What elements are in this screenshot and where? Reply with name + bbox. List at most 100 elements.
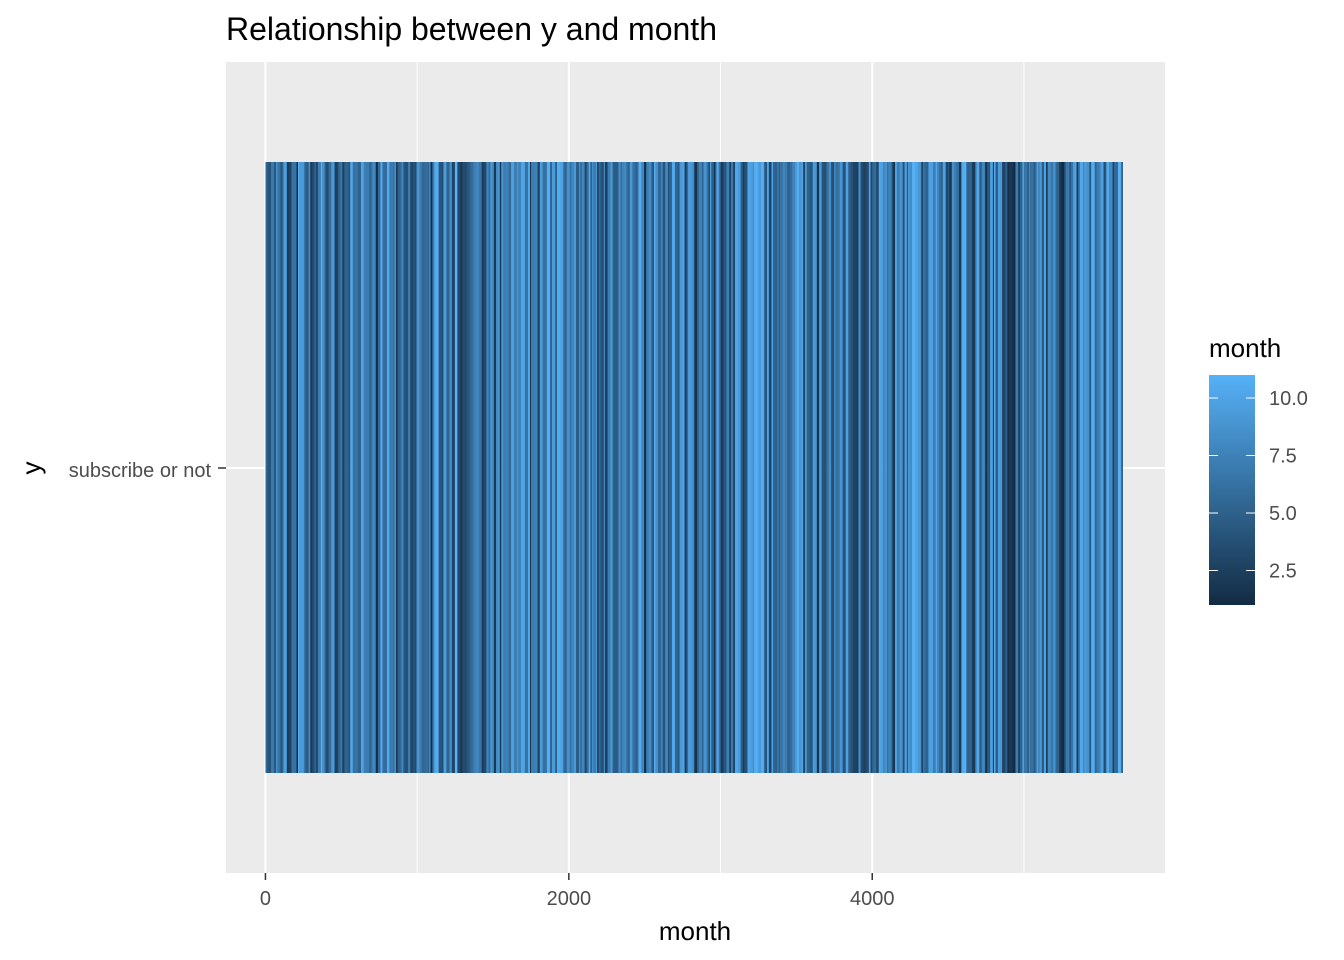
bar-stripe: [697, 162, 700, 773]
bar-stripe: [385, 162, 388, 773]
bar-stripe: [427, 162, 430, 773]
bar-stripe: [968, 162, 973, 773]
bar-stripe: [491, 162, 495, 773]
bar-stripe: [870, 162, 873, 773]
bar-stripe: [366, 162, 370, 773]
chart-title: Relationship between y and month: [226, 11, 717, 47]
bar-stripe: [1059, 162, 1062, 773]
bar-stripe: [750, 162, 754, 773]
bar-stripe: [649, 162, 652, 773]
bar-stripe: [720, 162, 724, 773]
bar-stripe: [681, 162, 685, 773]
bar-stripe: [1094, 162, 1097, 773]
bar-stripe: [853, 162, 856, 773]
bar-stripe: [277, 162, 281, 773]
bar-stripe: [574, 162, 577, 773]
bar-stripe: [584, 162, 587, 773]
bar-stripe: [709, 162, 712, 773]
bar-stripe: [556, 162, 559, 773]
bar-stripe: [774, 162, 778, 773]
bar-stripe: [449, 162, 453, 773]
bar-stripe: [316, 162, 319, 773]
bar-stripe: [949, 162, 953, 773]
bar-stripe: [462, 162, 465, 773]
bar-stripe: [558, 162, 561, 773]
bar-stripe: [772, 162, 775, 773]
bar-stripe: [354, 162, 359, 773]
bar-stripe: [586, 162, 589, 773]
bar-stripe: [694, 162, 698, 773]
bar-stripe: [403, 162, 406, 773]
bar-stripe: [922, 162, 926, 773]
bar-stripe: [503, 162, 507, 773]
bar-stripe: [451, 162, 456, 773]
bar-stripe: [644, 162, 647, 773]
bar-stripe: [863, 162, 866, 773]
bar-stripe: [390, 162, 394, 773]
bar-stripe: [416, 162, 420, 773]
bar-stripe: [622, 162, 625, 773]
bar-stripe: [984, 162, 987, 773]
bar-stripe: [363, 162, 367, 773]
y-tick-label: subscribe or not: [69, 460, 212, 482]
bar-stripe: [580, 162, 583, 773]
bar-stripe: [1037, 162, 1041, 773]
bar-stripe: [928, 162, 932, 773]
legend-tick-label: 5.0: [1269, 503, 1297, 525]
bar-stripe: [1022, 162, 1025, 773]
bar-stripe: [1103, 162, 1106, 773]
bar-stripe: [1112, 162, 1115, 773]
bar-stripe: [848, 162, 850, 773]
bar-stripe: [441, 162, 444, 773]
bar-stripe: [789, 162, 793, 773]
bar-stripe: [533, 162, 536, 773]
bar-stripe: [716, 162, 720, 773]
bar-stripe: [921, 162, 924, 773]
bar-stripe: [496, 162, 499, 773]
bar-stripe: [460, 162, 463, 773]
bar-stripe: [430, 162, 433, 773]
legend: month 2.5 5.0 7.5 10.0: [1209, 333, 1308, 605]
bar-stripe: [393, 162, 395, 773]
bar-stripe: [771, 162, 774, 773]
bar-stripe: [270, 162, 275, 773]
bar-stripe: [604, 162, 608, 773]
bar-stripe: [518, 162, 521, 773]
bar-stripe: [542, 162, 547, 773]
bar-stripe: [360, 162, 365, 773]
bar-stripe: [747, 162, 751, 773]
bar-stripe: [948, 162, 950, 773]
bar-stripe: [1053, 162, 1055, 773]
bar-stripe: [333, 162, 335, 773]
bar-stripe: [1084, 162, 1087, 773]
bar-stripe: [966, 162, 970, 773]
bar-stripe: [469, 162, 472, 773]
bar-stripe: [1096, 162, 1101, 773]
bar-stripe: [777, 162, 780, 773]
bar-stripe: [1047, 162, 1052, 773]
bar-stripe: [812, 162, 816, 773]
x-tick-label: 4000: [850, 888, 895, 910]
bar-stripe: [337, 162, 339, 773]
bar-stripe: [328, 162, 332, 773]
bar-stripe: [930, 162, 934, 773]
bar-stripe: [910, 162, 913, 773]
bar-stripe: [797, 162, 800, 773]
bar-stripe: [563, 162, 565, 773]
bar-stripe: [954, 162, 957, 773]
bar-stripe: [410, 162, 414, 773]
bar-stripe: [894, 162, 898, 773]
bar-stripe: [729, 162, 732, 773]
bar-stripe: [560, 162, 564, 773]
bar-stripe: [892, 162, 896, 773]
bar-stripe: [975, 162, 977, 773]
bar-stripe: [513, 162, 518, 773]
bar-stripe: [888, 162, 892, 773]
bar-stripe: [291, 162, 295, 773]
bar-stripe: [667, 162, 670, 773]
bar-stripe: [283, 162, 285, 773]
bar-stripe: [432, 162, 435, 773]
bar-stripe: [389, 162, 391, 773]
bar-stripe: [296, 162, 299, 773]
